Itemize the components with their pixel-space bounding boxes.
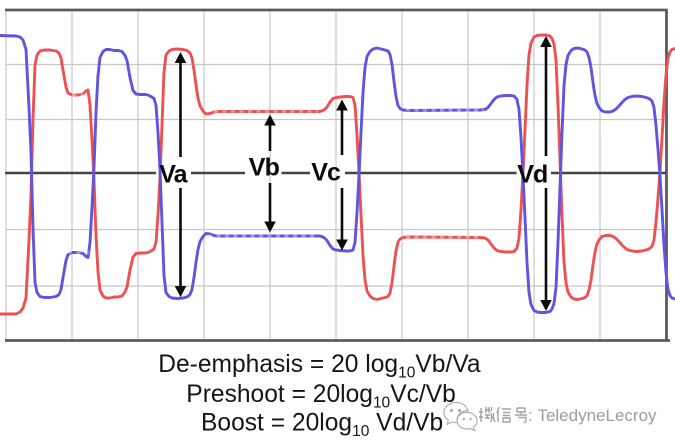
svg-text:Vb: Vb <box>249 154 280 182</box>
svg-text:Vd: Vd <box>517 161 547 189</box>
svg-text:De-emphasis = 20 log10Vb/Va: De-emphasis = 20 log10Vb/Va <box>158 351 481 382</box>
svg-text:Boost = 20log10 Vd/Vb: Boost = 20log10 Vd/Vb <box>201 410 443 441</box>
svg-text:Va: Va <box>159 161 188 189</box>
svg-text:Vc: Vc <box>311 159 341 187</box>
svg-text:: TeledyneLecroy: : TeledyneLecroy <box>528 406 657 425</box>
svg-text:Preshoot = 20log10Vc/Vb: Preshoot = 20log10Vc/Vb <box>186 381 456 412</box>
